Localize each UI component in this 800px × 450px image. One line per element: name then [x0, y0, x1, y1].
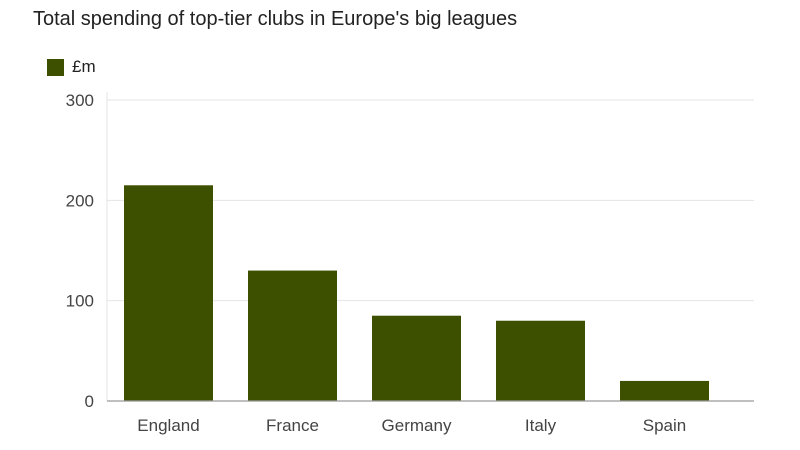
legend: £m [47, 57, 96, 77]
bar-spain [620, 380, 709, 401]
y-tick-label: 200 [66, 191, 94, 210]
y-tick-label: 0 [85, 392, 94, 411]
bar-italy [496, 320, 585, 401]
x-tick-label: Spain [643, 416, 686, 435]
bar-france [248, 270, 337, 401]
y-tick-label: 100 [66, 292, 94, 311]
bar-germany [372, 315, 461, 401]
legend-swatch [47, 58, 64, 76]
chart-title: Total spending of top-tier clubs in Euro… [33, 8, 518, 30]
x-tick-label: England [137, 416, 199, 435]
x-tick-label: France [266, 416, 319, 435]
y-tick-label: 300 [66, 91, 94, 110]
x-tick-label: Italy [525, 416, 557, 435]
bar-england [124, 185, 213, 401]
legend-label: £m [72, 57, 96, 76]
x-tick-label: Germany [382, 416, 452, 435]
